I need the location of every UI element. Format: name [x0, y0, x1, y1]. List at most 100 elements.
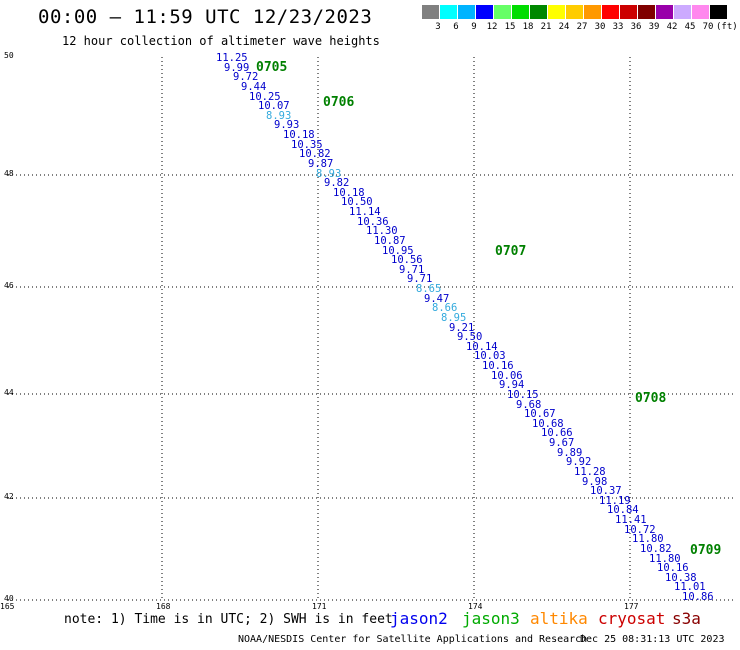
longitude-tick-label: 174 [468, 602, 483, 611]
generated-timestamp: Dec 25 08:31:13 UTC 2023 [580, 634, 725, 645]
longitude-tick-label: 168 [156, 602, 171, 611]
swh-value: 11.25 [216, 52, 248, 64]
swh-value: 10.07 [258, 100, 290, 112]
swh-value: 10.18 [333, 187, 365, 199]
latitude-tick-label: 50 [4, 51, 14, 60]
satellite-name: jason3 [462, 609, 520, 628]
swh-value: 10.84 [607, 504, 639, 516]
swh-value: 10.06 [491, 370, 523, 382]
satellite-name: cryosat [598, 609, 666, 628]
legend-label: 3 [435, 22, 441, 32]
time-marker: 0707 [495, 244, 527, 259]
legend-label: 18 [522, 22, 534, 32]
swh-value: 9.71 [399, 264, 425, 276]
swh-value: 10.38 [665, 572, 697, 584]
latitude-tick-label: 42 [4, 492, 14, 501]
swh-value: 11.41 [615, 514, 647, 526]
swh-value: 10.82 [299, 148, 331, 160]
swh-value: 8.93 [266, 110, 292, 122]
legend-swatch [692, 5, 709, 19]
legend-label: 33 [612, 22, 624, 32]
swh-value: 9.68 [516, 399, 542, 411]
swh-value: 9.67 [549, 437, 575, 449]
legend-label: 39 [648, 22, 660, 32]
swh-value: 8.65 [416, 283, 442, 295]
swh-value: 9.89 [557, 447, 583, 459]
legend-label: 12 [486, 22, 498, 32]
legend-swatch [674, 5, 691, 19]
swh-value: 11.80 [649, 553, 681, 565]
swh-value: 10.72 [624, 524, 656, 536]
latitude-tick-label: 46 [4, 281, 14, 290]
swh-value: 10.36 [357, 216, 389, 228]
legend-swatch [620, 5, 637, 19]
time-marker: 0706 [323, 95, 355, 110]
satellite-name: s3a [672, 609, 701, 628]
latitude-tick-label: 44 [4, 388, 14, 397]
swh-value: 10.15 [507, 389, 539, 401]
swh-value: 9.72 [233, 71, 259, 83]
swh-value: 9.98 [582, 476, 608, 488]
footer-note: note: 1) Time is in UTC; 2) SWH is in fe… [64, 612, 393, 627]
swh-value: 9.94 [499, 379, 525, 391]
satellite-name: jason2 [390, 609, 448, 628]
legend-label: 42 [666, 22, 678, 32]
legend-swatch [440, 5, 457, 19]
swh-value: 10.25 [249, 91, 281, 103]
legend-label: 27 [576, 22, 588, 32]
time-marker: 0708 [635, 391, 667, 406]
swh-value: 11.28 [574, 466, 606, 478]
map-title: 00:00 – 11:59 UTC 12/23/2023 [38, 6, 373, 28]
legend-swatch [530, 5, 547, 19]
swh-value: 11.30 [366, 225, 398, 237]
latitude-tick-label: 40 [4, 594, 14, 603]
swh-value: 10.68 [532, 418, 564, 430]
swh-value: 9.21 [449, 322, 475, 334]
legend-swatch [512, 5, 529, 19]
longitude-tick-label: 177 [624, 602, 639, 611]
legend-swatch [638, 5, 655, 19]
swh-value: 10.67 [524, 408, 556, 420]
swh-value: 9.47 [424, 293, 450, 305]
legend-swatch [494, 5, 511, 19]
legend-label: 24 [558, 22, 570, 32]
swh-value: 10.14 [466, 341, 498, 353]
legend-swatch [548, 5, 565, 19]
swh-value: 11.19 [599, 495, 631, 507]
legend-label: 9 [471, 22, 477, 32]
latitude-tick-label: 48 [4, 169, 14, 178]
legend-swatch [476, 5, 493, 19]
legend-swatch [584, 5, 601, 19]
swh-value: 8.95 [441, 312, 467, 324]
swh-value: 10.03 [474, 350, 506, 362]
swh-value: 9.50 [457, 331, 483, 343]
swh-value: 8.66 [432, 302, 458, 314]
swh-value: 10.95 [382, 245, 414, 257]
legend-label: 21 [540, 22, 552, 32]
swh-value: 8.93 [316, 168, 342, 180]
legend-label: 70 [702, 22, 714, 32]
longitude-tick-label: 165 [0, 602, 15, 611]
legend-swatch [422, 5, 439, 19]
swh-value: 10.56 [391, 254, 423, 266]
map-subtitle: 12 hour collection of altimeter wave hei… [62, 34, 380, 48]
swh-value: 9.92 [566, 456, 592, 468]
legend-swatch [566, 5, 583, 19]
swh-value: 9.99 [224, 62, 250, 74]
legend-label: 45 [684, 22, 696, 32]
time-marker: 0709 [690, 543, 722, 558]
legend-label: 36 [630, 22, 642, 32]
legend-label: (ft) [716, 22, 738, 32]
time-marker: 0705 [256, 60, 288, 75]
credit-text: NOAA/NESDIS Center for Satellite Applica… [238, 634, 588, 645]
swh-value: 9.44 [241, 81, 267, 93]
legend-label: 15 [504, 22, 516, 32]
legend-swatch [602, 5, 619, 19]
swh-value: 9.71 [407, 273, 433, 285]
swh-value: 10.37 [590, 485, 622, 497]
longitude-tick-label: 171 [312, 602, 327, 611]
swh-value: 10.35 [291, 139, 323, 151]
legend-swatch [710, 5, 727, 19]
